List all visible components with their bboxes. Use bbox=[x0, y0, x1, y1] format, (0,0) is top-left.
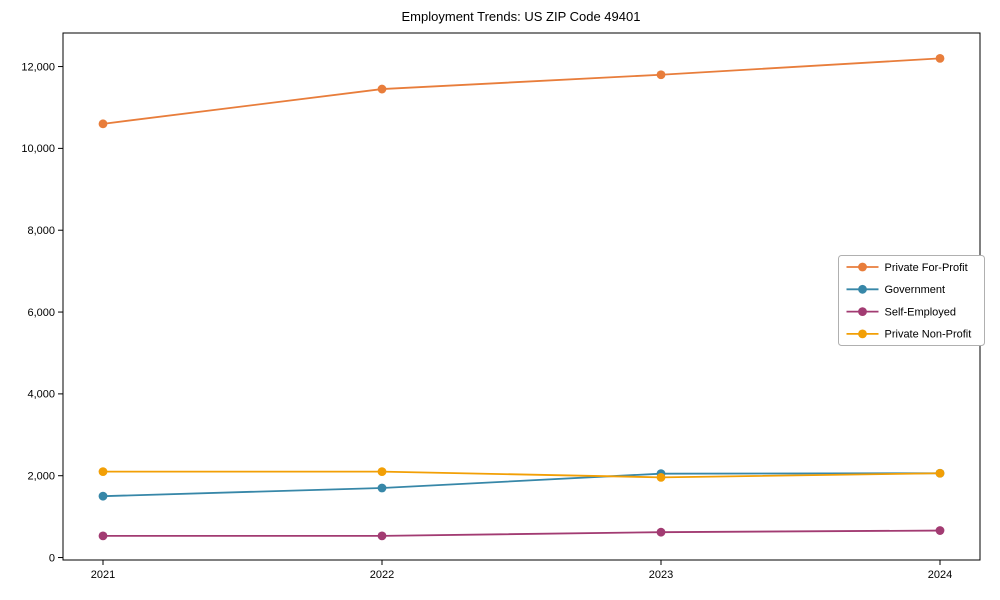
data-point-self-employed-2022 bbox=[377, 531, 387, 541]
x-tick-label: 2023 bbox=[649, 569, 673, 581]
legend-marker-private-non-profit bbox=[858, 329, 867, 339]
chart-title: Employment Trends: US ZIP Code 49401 bbox=[402, 9, 641, 24]
data-point-private-for-profit-2021 bbox=[98, 119, 108, 129]
data-point-private-non-profit-2021 bbox=[98, 467, 108, 477]
series-group bbox=[98, 53, 945, 541]
data-point-self-employed-2023 bbox=[656, 527, 666, 537]
y-tick-label: 4,000 bbox=[27, 389, 55, 401]
data-point-government-2021 bbox=[98, 491, 108, 501]
data-point-self-employed-2021 bbox=[98, 531, 108, 541]
legend-label-self-employed: Self-Employed bbox=[885, 306, 957, 318]
y-tick-label: 10,000 bbox=[21, 143, 55, 155]
legend-box bbox=[838, 255, 985, 346]
x-tick-label: 2021 bbox=[91, 569, 115, 581]
x-axis-ticks: 2021 2022 2023 2024 bbox=[91, 560, 952, 581]
series-line-government bbox=[102, 472, 941, 498]
data-point-self-employed-2024 bbox=[935, 526, 945, 535]
legend: Private For-Profit Government Self-Employe… bbox=[838, 255, 985, 346]
data-point-private-for-profit-2022 bbox=[377, 84, 387, 94]
data-point-government-2022 bbox=[377, 483, 387, 493]
y-tick-label: 12,000 bbox=[21, 61, 55, 73]
data-point-private-non-profit-2023 bbox=[656, 472, 666, 482]
data-point-private-for-profit-2024 bbox=[935, 53, 945, 63]
x-tick-label: 2022 bbox=[370, 569, 394, 581]
legend-marker-self-employed bbox=[858, 307, 867, 316]
series-line-private-for-profit bbox=[102, 57, 941, 125]
legend-label-private-for-profit: Private For-Profit bbox=[885, 262, 968, 274]
y-tick-label: 8,000 bbox=[27, 225, 55, 237]
data-point-private-non-profit-2022 bbox=[377, 467, 387, 477]
legend-label-private-non-profit: Private Non-Profit bbox=[885, 329, 972, 341]
x-tick-label: 2024 bbox=[928, 569, 952, 581]
series-line-private-non-profit bbox=[103, 470, 941, 479]
legend-marker-private-for-profit bbox=[858, 262, 867, 272]
y-tick-label: 2,000 bbox=[27, 471, 55, 483]
y-tick-label: 6,000 bbox=[27, 307, 55, 319]
series-line-self-employed bbox=[103, 529, 941, 537]
y-axis-ticks: 0 2,000 4,000 6,000 8,000 10,000 12,000 bbox=[21, 61, 63, 564]
data-point-private-for-profit-2023 bbox=[656, 70, 666, 80]
legend-marker-government bbox=[858, 284, 867, 294]
y-tick-label: 0 bbox=[49, 552, 55, 564]
data-point-private-non-profit-2024 bbox=[935, 468, 945, 478]
legend-label-government: Government bbox=[885, 284, 946, 296]
